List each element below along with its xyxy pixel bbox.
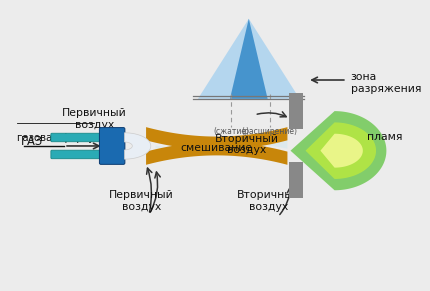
Polygon shape — [306, 123, 376, 179]
Text: Вторичный
воздух: Вторичный воздух — [215, 134, 279, 155]
FancyBboxPatch shape — [51, 133, 104, 142]
Text: газовая форсунка: газовая форсунка — [17, 133, 113, 143]
Polygon shape — [146, 127, 287, 150]
Polygon shape — [230, 19, 267, 99]
Polygon shape — [146, 142, 287, 165]
Text: смешивание: смешивание — [181, 143, 253, 153]
Text: (расширение): (расширение) — [242, 127, 298, 136]
Polygon shape — [198, 19, 300, 99]
Polygon shape — [156, 140, 287, 150]
Polygon shape — [291, 111, 387, 190]
FancyBboxPatch shape — [99, 127, 125, 164]
Polygon shape — [124, 133, 151, 159]
Text: Первичный
воздух: Первичный воздух — [109, 190, 174, 212]
Text: Вторичный
воздух: Вторичный воздух — [237, 190, 301, 212]
Polygon shape — [320, 134, 363, 168]
Text: пламя: пламя — [367, 132, 402, 141]
Text: Первичный
воздух: Первичный воздух — [62, 108, 126, 130]
Text: ГАЗ: ГАЗ — [21, 135, 43, 148]
Bar — [289, 93, 303, 129]
Text: (сжатие): (сжатие) — [213, 127, 249, 136]
Bar — [289, 162, 303, 198]
FancyBboxPatch shape — [51, 150, 104, 159]
Text: зона
разряжения: зона разряжения — [350, 72, 421, 94]
